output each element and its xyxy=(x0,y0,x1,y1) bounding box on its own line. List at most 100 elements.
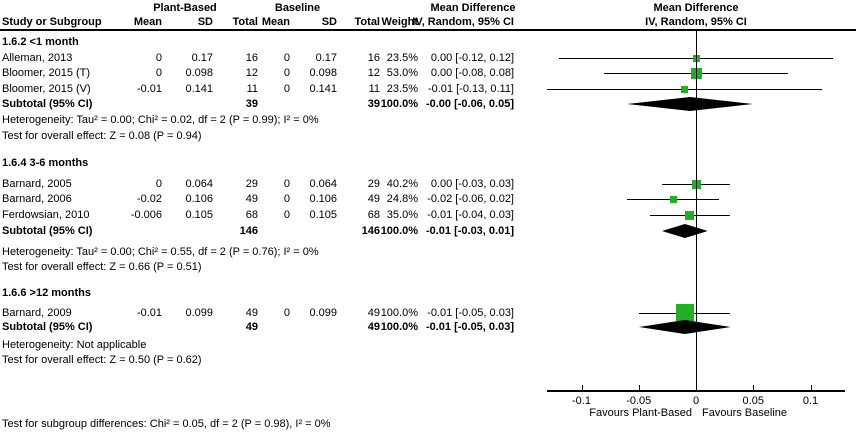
mean-plant: -0.006 xyxy=(130,209,162,221)
axis-tick-label: 0 xyxy=(692,395,700,407)
col-header-mean-baseline: Mean xyxy=(261,16,290,28)
weight: 100.0% xyxy=(380,225,418,237)
sd-plant: 0.141 xyxy=(185,83,213,95)
mean-plant: -0.01 xyxy=(136,307,162,319)
effect-square xyxy=(684,210,694,220)
weight: 23.5% xyxy=(386,83,418,95)
section-title: 1.6.6 >12 months xyxy=(2,287,91,299)
sd-baseline: 0.17 xyxy=(315,52,337,64)
md-ci: 0.00 [-0.03, 0.03] xyxy=(430,178,514,190)
axis-tick-label: 0.05 xyxy=(742,395,764,407)
md-ci: 0.00 [-0.08, 0.08] xyxy=(430,67,514,79)
axis-tick-label: 0.1 xyxy=(802,395,819,407)
sd-plant: 0.17 xyxy=(191,52,213,64)
section-title-row: 1.6.4 3-6 months xyxy=(0,156,856,170)
total-plant: 49 xyxy=(245,307,258,319)
sd-baseline: 0.106 xyxy=(309,193,337,205)
total-plant: 29 xyxy=(245,178,258,190)
overall-effect-row: Test for overall effect: Z = 0.50 (P = 0… xyxy=(0,353,856,367)
md-ci: -0.01 [-0.04, 0.03] xyxy=(427,209,514,221)
total-plant: 49 xyxy=(245,193,258,205)
effect-square xyxy=(669,195,677,203)
study-row: Ferdowsian, 2010 -0.006 0.105 68 0 0.105… xyxy=(0,208,856,222)
ci-diamond xyxy=(638,320,731,334)
plot-title: Mean Difference xyxy=(653,2,739,14)
weight: 100.0% xyxy=(380,321,418,333)
col-header-study: Study or Subgroup xyxy=(2,16,102,28)
heterogeneity-row: Heterogeneity: Tau² = 0.00; Chi² = 0.02,… xyxy=(0,113,856,127)
md-ci: -0.01 [-0.03, 0.01] xyxy=(425,225,514,237)
study-name: Bloomer, 2015 (T) xyxy=(2,67,91,79)
mean-plant: 0 xyxy=(155,67,162,79)
mean-baseline: 0 xyxy=(283,52,290,64)
study-name: Barnard, 2009 xyxy=(2,307,72,319)
mean-baseline: 0 xyxy=(283,193,290,205)
subtotal-label: Subtotal (95% CI) xyxy=(2,321,93,333)
md-ci: 0.00 [-0.12, 0.12] xyxy=(430,52,514,64)
col-header-total-plant: Total xyxy=(232,16,258,28)
axis-tick xyxy=(810,385,812,390)
axis-tick xyxy=(581,385,583,390)
sd-baseline: 0.105 xyxy=(309,209,337,221)
study-row: Barnard, 2005 0 0.064 29 0 0.064 29 40.2… xyxy=(0,177,856,191)
heterogeneity-text: Heterogeneity: Tau² = 0.00; Chi² = 0.55,… xyxy=(2,246,319,258)
study-row: Alleman, 2013 0 0.17 16 0 0.17 16 23.5% … xyxy=(0,51,856,65)
header-column-row: Study or Subgroup Mean SD Total Mean SD … xyxy=(0,15,856,29)
study-name: Barnard, 2006 xyxy=(2,193,72,205)
sd-plant: 0.098 xyxy=(185,67,213,79)
total-baseline: 68 xyxy=(367,209,380,221)
col-header-total-baseline: Total xyxy=(354,16,380,28)
axis-tick xyxy=(696,385,697,390)
total-baseline: 29 xyxy=(367,178,380,190)
total-baseline: 16 xyxy=(367,52,380,64)
md-ci: -0.01 [-0.05, 0.03] xyxy=(425,321,514,333)
total-baseline: 49 xyxy=(367,321,380,333)
total-baseline: 39 xyxy=(367,98,380,110)
weight: 53.0% xyxy=(386,67,418,79)
study-row: Bloomer, 2015 (T) 0 0.098 12 0 0.098 12 … xyxy=(0,66,856,80)
total-baseline: 49 xyxy=(367,307,380,319)
header-rule xyxy=(0,29,856,31)
sd-baseline: 0.064 xyxy=(309,178,337,190)
section-title: 1.6.2 <1 month xyxy=(2,36,79,48)
mean-plant: 0 xyxy=(155,178,162,190)
heterogeneity-row: Heterogeneity: Not applicable xyxy=(0,338,856,352)
ci-diamond xyxy=(661,224,708,238)
sd-plant: 0.105 xyxy=(185,209,213,221)
subtotal-label: Subtotal (95% CI) xyxy=(2,225,93,237)
subtotal-label: Subtotal (95% CI) xyxy=(2,98,93,110)
total-baseline: 12 xyxy=(367,67,380,79)
weight: 100.0% xyxy=(380,307,418,319)
axis-tick-label: -0.1 xyxy=(572,395,591,407)
total-baseline: 49 xyxy=(367,193,380,205)
total-plant: 146 xyxy=(239,225,258,237)
weight: 100.0% xyxy=(380,98,418,110)
mean-baseline: 0 xyxy=(283,209,290,221)
weight: 24.8% xyxy=(386,193,418,205)
mean-plant: 0 xyxy=(155,52,162,64)
total-plant: 68 xyxy=(245,209,258,221)
total-plant: 12 xyxy=(245,67,258,79)
overall-effect-text: Test for overall effect: Z = 0.66 (P = 0… xyxy=(2,261,202,273)
sd-baseline: 0.099 xyxy=(309,307,337,319)
col-header-md-ci: IV, Random, 95% CI xyxy=(412,16,514,28)
heterogeneity-row: Heterogeneity: Tau² = 0.00; Chi² = 0.55,… xyxy=(0,245,856,259)
sd-plant: 0.099 xyxy=(185,307,213,319)
overall-effect-text: Test for overall effect: Z = 0.50 (P = 0… xyxy=(2,354,202,366)
overall-effect-text: Test for overall effect: Z = 0.08 (P = 0… xyxy=(2,130,202,142)
subtotal-row: Subtotal (95% CI) 146 146 100.0% -0.01 [… xyxy=(0,224,856,238)
mean-baseline: 0 xyxy=(283,83,290,95)
axis-tick xyxy=(638,385,640,390)
study-row: Barnard, 2006 -0.02 0.106 49 0 0.106 49 … xyxy=(0,192,856,206)
plot-subtitle: IV, Random, 95% CI xyxy=(645,16,747,28)
study-name: Alleman, 2013 xyxy=(2,52,73,64)
axis-line xyxy=(547,390,845,392)
sd-baseline: 0.098 xyxy=(309,67,337,79)
ci-diamond xyxy=(627,97,754,111)
total-baseline: 11 xyxy=(368,83,380,95)
section-title-row: 1.6.6 >12 months xyxy=(0,286,856,300)
col-group-baseline: Baseline xyxy=(274,2,321,14)
favours-right-label: Favours Baseline xyxy=(702,407,787,419)
study-name: Ferdowsian, 2010 xyxy=(2,209,90,221)
